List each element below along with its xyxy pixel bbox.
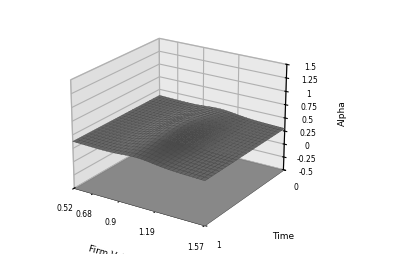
Y-axis label: Time: Time [272,232,294,241]
X-axis label: Firm Value: Firm Value [87,244,135,254]
